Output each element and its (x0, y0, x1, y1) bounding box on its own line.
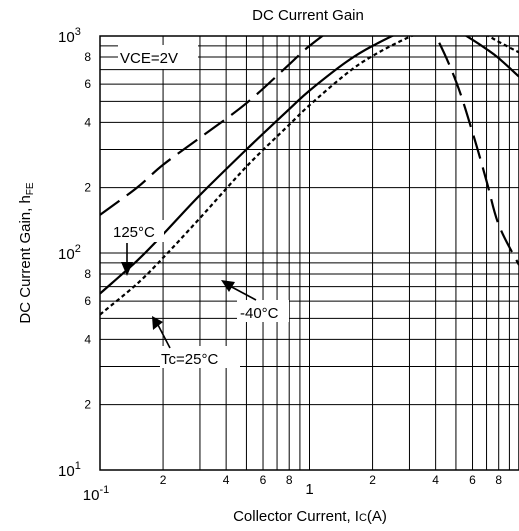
x-tick-label: 4 (223, 473, 230, 487)
plot-curves (100, 36, 519, 316)
y-tick-label: 103 (58, 26, 81, 46)
y-tick-label: 4 (84, 115, 91, 129)
pointer-tc25c (156, 322, 171, 349)
pointer-minus40c (227, 284, 257, 301)
curve-labels: VCE=2V 125°C -40°C Tc=25°C (112, 45, 289, 368)
x-tick-label: 2 (160, 473, 167, 487)
x-tick-label: 8 (495, 473, 502, 487)
x-tick-label: 4 (432, 473, 439, 487)
x-tick-label: 8 (286, 473, 293, 487)
x-tick-label: 10-1 (83, 484, 109, 504)
series-line-3 (100, 36, 519, 316)
y-tick-label: 6 (84, 77, 91, 91)
y-tick-label: 2 (84, 181, 91, 195)
x-tick-label: 2 (369, 473, 376, 487)
x-tick-labels: 10-12 4 6 812 4 6 8 (83, 473, 503, 504)
label-125c: 125°C (113, 224, 155, 241)
y-tick-label: 8 (84, 50, 91, 64)
plot-grid (100, 36, 519, 470)
label-background (118, 45, 198, 69)
series-line-1 (100, 36, 519, 266)
y-tick-label: 2 (84, 398, 91, 412)
x-tick-label: 6 (260, 473, 267, 487)
x-axis-label: Collector Current, IC(A) (233, 508, 387, 525)
y-tick-label: 6 (84, 294, 91, 308)
label-tc25c: Tc=25°C (161, 351, 218, 368)
y-axis-label: DC Current Gain, hFE (17, 182, 36, 323)
arrow-minus40c (221, 280, 235, 292)
series-line-2 (100, 36, 519, 295)
label-minus40c: -40°C (240, 305, 279, 322)
label-background (112, 220, 164, 242)
y-tick-label: 8 (84, 267, 91, 281)
x-tick-label: 6 (469, 473, 476, 487)
plot-frame (99, 35, 519, 471)
y-tick-label: 4 (84, 332, 91, 346)
x-tick-label: 1 (305, 481, 313, 498)
condition-label: VCE=2V (120, 50, 178, 67)
arrow-tc25c (152, 316, 163, 330)
y-tick-label: 101 (58, 460, 81, 480)
label-background (160, 346, 240, 368)
y-tick-label: 102 (58, 243, 81, 263)
chart-title: DC Current Gain (252, 7, 364, 24)
label-background (237, 300, 289, 322)
arrow-125c (121, 262, 133, 276)
